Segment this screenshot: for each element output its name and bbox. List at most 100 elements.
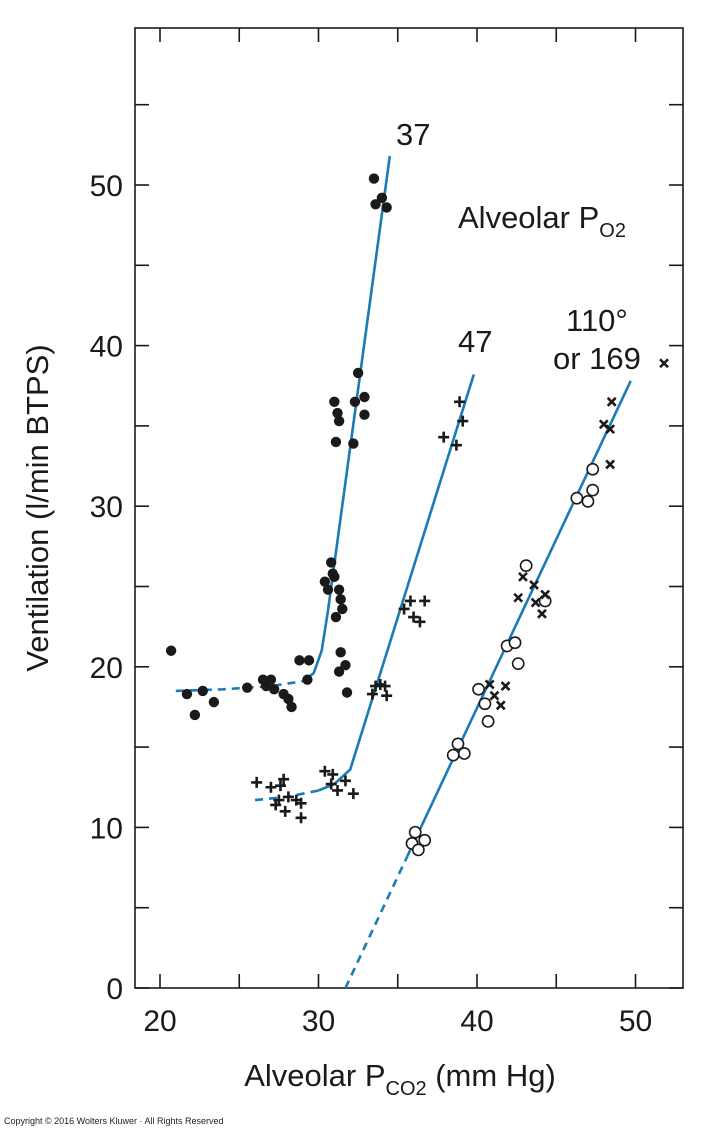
x-tick-label: 20 (143, 1005, 176, 1038)
point-37 (286, 701, 297, 713)
x-axis-title-sub: CO2 (386, 1078, 427, 1100)
point-47 (325, 778, 337, 790)
point-110 (581, 494, 595, 508)
point-47 (404, 595, 416, 607)
point-169 (537, 608, 547, 619)
curve-47-solid (318, 374, 476, 792)
point-110 (457, 747, 471, 760)
point-110 (418, 833, 432, 847)
point-47 (339, 775, 351, 787)
point-37 (332, 407, 343, 419)
point-110 (481, 715, 495, 728)
point-169 (529, 579, 539, 590)
point-47 (381, 690, 393, 702)
point-47 (366, 688, 378, 700)
y-tick-label: 40 (90, 331, 123, 364)
point-37 (283, 693, 294, 705)
point-169 (513, 592, 524, 603)
point-47 (379, 680, 391, 692)
point-37 (335, 647, 346, 658)
axis-ticks (135, 28, 683, 989)
curve-label-169: or 169 (553, 341, 641, 376)
point-47 (454, 396, 466, 408)
point-110 (519, 559, 533, 573)
point-47 (450, 439, 462, 451)
x-axis-title-units: (mm Hg) (427, 1058, 556, 1093)
legend-title-main: Alveolar P (458, 200, 599, 235)
point-110 (511, 657, 525, 670)
point-37 (319, 576, 331, 587)
point-169 (659, 358, 669, 369)
point-37 (294, 655, 305, 666)
point-110 (508, 636, 522, 650)
point-169 (606, 396, 617, 407)
point-37 (325, 557, 337, 568)
point-110 (472, 682, 485, 696)
point-37 (340, 659, 351, 671)
point-37 (335, 594, 346, 605)
point-37 (330, 436, 342, 448)
curve-label-47: 47 (458, 324, 492, 359)
point-37 (381, 202, 392, 213)
point-169 (495, 700, 506, 711)
point-47 (347, 788, 359, 800)
point-37 (302, 674, 313, 685)
point-37 (197, 685, 208, 697)
point-169 (500, 681, 511, 691)
point-47 (457, 415, 469, 427)
point-47 (265, 781, 277, 793)
point-37 (329, 396, 340, 408)
point-110 (478, 697, 492, 711)
y-tick-label: 20 (90, 652, 123, 685)
point-47 (273, 794, 285, 806)
point-47 (414, 616, 426, 628)
point-169 (489, 690, 500, 701)
y-tick-label: 50 (90, 170, 123, 203)
point-47 (327, 768, 339, 780)
point-37 (322, 584, 334, 595)
point-47 (295, 797, 307, 809)
x-tick-label: 30 (302, 1005, 335, 1038)
point-47 (278, 773, 290, 785)
point-110 (586, 462, 600, 476)
point-47 (332, 784, 344, 796)
y-tick-label: 0 (106, 973, 123, 1006)
point-37 (265, 674, 277, 685)
point-110 (570, 491, 584, 505)
point-110 (411, 843, 425, 857)
point-169 (540, 589, 551, 600)
point-47 (279, 805, 291, 817)
point-47 (408, 611, 420, 623)
point-37 (330, 611, 342, 623)
x-axis-title: Alveolar PCO2 (mm Hg) (244, 1058, 556, 1100)
plot-frame (134, 27, 684, 989)
point-47 (438, 431, 450, 443)
axis-tick-labels: 0 10 20 30 40 50 20 30 40 50 (90, 170, 653, 1038)
curve-110-solid (406, 380, 632, 857)
point-37 (349, 396, 361, 408)
point-47 (419, 595, 431, 607)
point-169 (530, 597, 541, 608)
point-37 (376, 192, 388, 204)
point-169 (518, 571, 528, 582)
point-37 (352, 367, 364, 379)
fitted-curves (175, 155, 632, 989)
point-37 (368, 173, 380, 184)
x-axis-title-main: Alveolar P (244, 1058, 385, 1093)
x-tick-label: 50 (619, 1005, 652, 1038)
point-37 (189, 709, 201, 721)
x-tick-label: 40 (460, 1005, 493, 1038)
y-tick-label: 30 (90, 491, 123, 524)
point-110 (408, 825, 422, 839)
curve-label-37: 37 (396, 117, 430, 152)
point-110 (451, 737, 465, 751)
point-37 (337, 603, 348, 615)
point-37 (341, 687, 353, 698)
point-37 (370, 199, 381, 210)
copyright-notice: Copyright © 2016 Wolters Kluwer · All Ri… (4, 1116, 224, 1126)
data-markers (165, 173, 669, 857)
point-110 (446, 748, 460, 762)
point-37 (181, 688, 193, 700)
point-47 (398, 603, 410, 615)
